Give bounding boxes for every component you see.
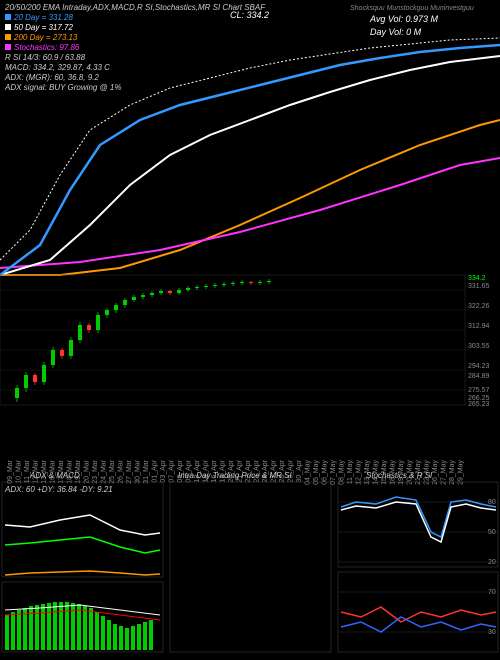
svg-text:50 Day = 317.72: 50 Day = 317.72 xyxy=(14,23,73,32)
svg-text:26_May: 26_May xyxy=(432,460,439,485)
svg-text:04_May: 04_May xyxy=(305,460,312,485)
svg-text:200 Day = 273.13: 200 Day = 273.13 xyxy=(13,33,78,42)
svg-text:Stochastics & R SI: Stochastics & R SI xyxy=(366,471,433,480)
svg-text:07_Apr: 07_Apr xyxy=(169,459,176,482)
svg-text:ADX: 60 +DY: 36.84 -DY: 9.21: ADX: 60 +DY: 36.84 -DY: 9.21 xyxy=(4,485,113,494)
svg-text:284.89: 284.89 xyxy=(468,373,490,380)
svg-text:23_Mar: 23_Mar xyxy=(92,459,99,483)
svg-text:30: 30 xyxy=(488,629,496,636)
svg-text:MACD: 334.2, 329.87, 4.33 C: MACD: 334.2, 329.87, 4.33 C xyxy=(5,63,110,72)
svg-text:CL: 334.2: CL: 334.2 xyxy=(230,10,269,20)
svg-text:R SI 14/3: 60.9 / 63.88: R SI 14/3: 60.9 / 63.88 xyxy=(5,53,86,62)
svg-text:Day Vol: 0 M: Day Vol: 0 M xyxy=(370,27,422,37)
svg-text:12_May: 12_May xyxy=(356,460,363,485)
svg-text:29_May: 29_May xyxy=(458,460,465,485)
svg-text:26_Mar: 26_Mar xyxy=(118,459,125,483)
svg-text:275.57: 275.57 xyxy=(468,387,490,394)
svg-text:30_Mar: 30_Mar xyxy=(135,459,142,483)
svg-text:312.94: 312.94 xyxy=(468,323,490,330)
svg-text:09_Mar: 09_Mar xyxy=(7,459,14,483)
svg-text:06_May: 06_May xyxy=(322,460,329,485)
svg-text:11_May: 11_May xyxy=(347,460,354,485)
svg-text:03_Apr: 03_Apr xyxy=(160,459,167,482)
svg-text:322.26: 322.26 xyxy=(468,303,490,310)
svg-text:Intra Day Trading Price & MR: Intra Day Trading Price & MR SI xyxy=(178,471,292,480)
svg-text:20/50/200 EMA Intraday,ADX,MAC: 20/50/200 EMA Intraday,ADX,MACD,R SI,Sto… xyxy=(4,3,266,12)
svg-text:10_Mar: 10_Mar xyxy=(16,459,23,483)
svg-text:Stochastics: 97.86: Stochastics: 97.86 xyxy=(14,43,80,52)
svg-text:Shocksquu Munstockguu Muninve: Shocksquu Munstockguu Muninvestguu xyxy=(350,5,474,12)
svg-text:27_May: 27_May xyxy=(441,460,448,485)
svg-text:07_May: 07_May xyxy=(330,460,337,485)
svg-text:31_Mar: 31_Mar xyxy=(143,459,150,483)
svg-text:28_May: 28_May xyxy=(449,460,456,485)
svg-text:265.23: 265.23 xyxy=(468,401,490,408)
svg-text:ADX signal:: ADX signal: BUY Growing @ 1% xyxy=(4,83,121,92)
svg-text:294.23: 294.23 xyxy=(468,363,490,370)
svg-text:50: 50 xyxy=(488,529,496,536)
svg-text:01_Apr: 01_Apr xyxy=(152,459,159,482)
svg-text:70: 70 xyxy=(488,589,496,596)
main-svg[interactable]: 20/50/200 EMA Intraday,ADX,MACD,R SI,Sto… xyxy=(0,0,500,660)
svg-text:30_Apr: 30_Apr xyxy=(296,459,303,482)
svg-text:331.65: 331.65 xyxy=(468,283,490,290)
svg-text:27_Mar: 27_Mar xyxy=(126,459,133,483)
chart-container: 20/50/200 EMA Intraday,ADX,MACD,R SI,Sto… xyxy=(0,0,500,660)
svg-text:ADX & MACD: ADX & MACD xyxy=(29,471,80,480)
svg-text:334.2: 334.2 xyxy=(468,275,486,282)
svg-text:20: 20 xyxy=(488,559,496,566)
svg-text:25_Mar: 25_Mar xyxy=(109,459,116,483)
svg-text:20 Day = 331.28: 20 Day = 331.28 xyxy=(13,13,73,22)
svg-text:24_Mar: 24_Mar xyxy=(101,459,108,483)
svg-text:ADX: (: ADX: (MGR): 60, 36.8, 9.2 xyxy=(4,73,99,82)
svg-text:20_Mar: 20_Mar xyxy=(84,459,91,483)
svg-text:08_May: 08_May xyxy=(339,460,346,485)
svg-text:303.55: 303.55 xyxy=(468,343,490,350)
svg-text:05_May: 05_May xyxy=(313,460,320,485)
svg-text:Avg Vol: 0.973 M: Avg Vol: 0.973 M xyxy=(369,14,439,24)
